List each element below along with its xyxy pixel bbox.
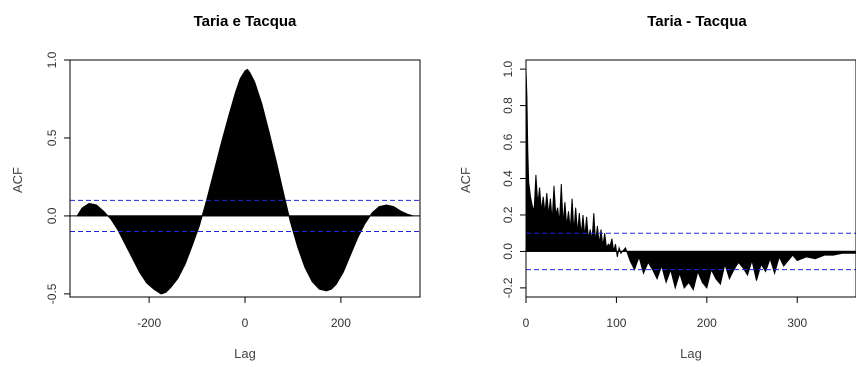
y-tick-label: -0.5 [45,283,59,304]
y-tick-label: 0.6 [501,133,515,150]
chart-panel-1: Taria e Tacqua -200 0 200 -0.5 0.0 0.5 1.0 Lag AC… [10,13,421,361]
y-tick-label: 0.5 [45,129,59,146]
y-tick-label: -0.2 [501,277,515,298]
x-tick-label: 100 [606,316,626,330]
y-tick-label: 0.0 [45,207,59,224]
y-axis-label: ACF [458,167,473,193]
x-tick-label: 0 [523,316,530,330]
x-axis-label: Lag [680,346,702,361]
x-axis-label: Lag [234,346,256,361]
x-tick-label: 200 [697,316,717,330]
x-tick-label: -200 [137,316,161,330]
y-axis-label: ACF [10,167,25,193]
chart-title: Taria e Tacqua [194,13,297,30]
chart-title: Taria - Tacqua [647,13,747,30]
acf-area [76,68,413,295]
y-tick-label: 0.2 [501,206,515,223]
y-tick-label: 0.8 [501,97,515,114]
x-tick-label: 0 [242,316,249,330]
y-tick-label: 1.0 [501,60,515,77]
chart-panel-2: Taria - Tacqua 0 100 200 300 -0.2 0.0 0.2 0.4 0.6… [458,13,856,361]
y-tick-label: 1.0 [45,51,59,68]
acf-area [526,69,856,291]
x-tick-label: 300 [787,316,807,330]
y-tick-label: 0.0 [501,243,515,260]
x-tick-label: 200 [331,316,351,330]
y-tick-label: 0.4 [501,170,515,187]
